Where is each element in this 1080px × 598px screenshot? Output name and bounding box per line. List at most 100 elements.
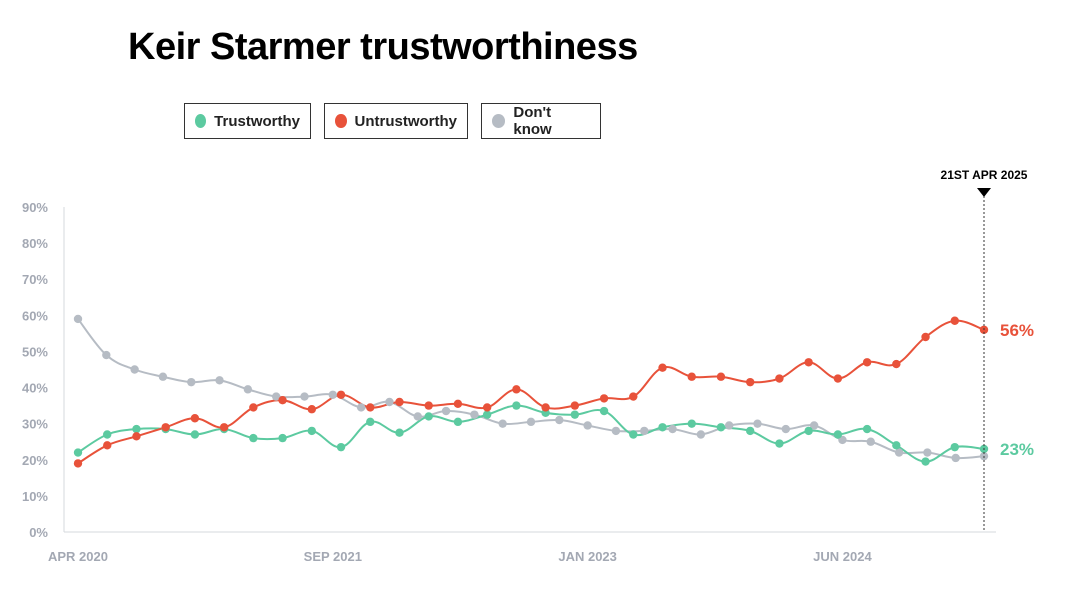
series-line-trustworthy xyxy=(77,404,985,463)
axes: 0% 10% 20% 30% 40% 50% 60% 70% 80% 90% APR 2020 SEP… xyxy=(22,200,996,564)
data-point-don-t-know xyxy=(271,392,281,401)
data-point-don-t-know xyxy=(187,377,196,387)
y-tick-label: 0% xyxy=(29,525,48,540)
y-tick-label: 70% xyxy=(22,272,48,287)
legend-swatch-dont-know xyxy=(492,114,506,128)
data-point-untrustworthy xyxy=(629,392,638,401)
data-point-don-t-know xyxy=(583,421,592,430)
data-point-don-t-know xyxy=(611,426,621,436)
data-point-untrustworthy xyxy=(132,432,141,441)
data-point-don-t-know xyxy=(724,421,734,430)
data-point-don-t-know xyxy=(470,410,479,419)
data-point-don-t-know xyxy=(498,419,507,428)
data-point-don-t-know xyxy=(243,385,253,394)
data-point-trustworthy xyxy=(453,417,463,427)
data-point-trustworthy xyxy=(950,442,959,452)
data-point-trustworthy xyxy=(73,448,83,457)
legend-label-untrustworthy: Untrustworthy xyxy=(354,112,458,130)
legend-item-trustworthy[interactable]: Trustworthy xyxy=(184,103,311,139)
data-point-trustworthy xyxy=(482,410,492,419)
data-point-don-t-know xyxy=(130,365,139,374)
data-point-untrustworthy xyxy=(833,374,843,383)
y-tick-label: 50% xyxy=(22,344,48,359)
data-point-untrustworthy xyxy=(395,397,404,407)
data-point-trustworthy xyxy=(307,426,317,436)
data-point-trustworthy xyxy=(833,430,843,439)
legend-label-dont-know: Don't know xyxy=(513,104,552,138)
data-point-untrustworthy xyxy=(278,395,287,405)
data-point-untrustworthy xyxy=(219,423,229,432)
data-point-untrustworthy xyxy=(775,374,784,383)
series-lines xyxy=(77,318,985,465)
data-point-don-t-know xyxy=(781,424,791,434)
legend: Trustworthy Untrustworthy Don't know xyxy=(0,103,1080,141)
data-point-don-t-know xyxy=(73,314,83,324)
data-point-untrustworthy xyxy=(804,358,813,367)
legend-swatch-untrustworthy xyxy=(335,114,347,128)
data-point-trustworthy xyxy=(892,441,901,450)
data-point-don-t-know xyxy=(951,453,960,463)
data-point-trustworthy xyxy=(921,457,930,466)
data-point-don-t-know xyxy=(696,430,706,439)
y-tick-label: 40% xyxy=(22,381,48,396)
data-point-don-t-know xyxy=(385,397,394,407)
y-tick-label: 20% xyxy=(22,453,48,468)
data-point-trustworthy xyxy=(336,442,346,452)
data-point-trustworthy xyxy=(862,424,872,434)
data-point-untrustworthy xyxy=(249,403,258,412)
data-point-trustworthy xyxy=(512,401,521,410)
data-point-untrustworthy xyxy=(892,359,901,369)
data-point-trustworthy xyxy=(249,433,258,443)
legend-item-dont-know[interactable]: Don't know xyxy=(481,103,601,139)
data-point-trustworthy xyxy=(745,426,755,436)
data-point-trustworthy xyxy=(366,417,375,427)
end-label-untrustworthy: 56% xyxy=(1000,321,1034,340)
data-point-don-t-know xyxy=(328,390,338,399)
series-points xyxy=(73,314,989,468)
data-point-untrustworthy xyxy=(366,403,375,412)
data-point-trustworthy xyxy=(687,419,696,428)
data-point-don-t-know xyxy=(215,376,224,385)
x-tick-label: SEP 2021 xyxy=(304,549,362,564)
data-point-untrustworthy xyxy=(307,405,317,414)
annotations: 21ST APR 2025 56% 23% xyxy=(941,168,1034,532)
data-point-don-t-know xyxy=(809,421,819,430)
data-point-trustworthy xyxy=(570,410,580,419)
y-tick-label: 10% xyxy=(22,489,48,504)
data-point-trustworthy xyxy=(775,439,784,448)
data-point-untrustworthy xyxy=(482,403,492,412)
legend-label-trustworthy: Trustworthy xyxy=(214,112,300,130)
data-point-don-t-know xyxy=(555,415,564,425)
legend-item-untrustworthy[interactable]: Untrustworthy xyxy=(324,103,468,139)
data-point-untrustworthy xyxy=(512,385,521,394)
y-tick-label: 30% xyxy=(22,417,48,432)
data-point-untrustworthy xyxy=(161,423,170,432)
data-point-don-t-know xyxy=(668,424,677,434)
data-point-don-t-know xyxy=(923,448,932,457)
data-point-trustworthy xyxy=(103,430,112,439)
data-point-untrustworthy xyxy=(336,390,346,399)
data-point-don-t-know xyxy=(158,372,168,381)
data-point-trustworthy xyxy=(804,426,813,436)
data-point-untrustworthy xyxy=(424,401,433,410)
y-tick-label: 90% xyxy=(22,200,48,215)
data-point-untrustworthy xyxy=(921,332,930,342)
data-point-trustworthy xyxy=(658,423,667,432)
data-point-untrustworthy xyxy=(599,394,609,403)
date-marker-arrow xyxy=(977,188,991,197)
x-tick-label: JAN 2023 xyxy=(558,549,617,564)
data-point-untrustworthy xyxy=(950,316,959,325)
data-point-untrustworthy xyxy=(73,459,83,468)
data-point-untrustworthy xyxy=(716,372,726,381)
data-point-trustworthy xyxy=(629,430,638,439)
data-point-untrustworthy xyxy=(541,403,550,412)
data-point-untrustworthy xyxy=(190,414,200,423)
data-point-don-t-know xyxy=(102,350,111,360)
y-tick-label: 60% xyxy=(22,308,48,323)
data-point-don-t-know xyxy=(894,448,904,457)
series-line-untrustworthy xyxy=(77,319,985,465)
data-point-trustworthy xyxy=(132,424,141,434)
chart-title: Keir Starmer trustworthiness xyxy=(128,26,638,68)
y-tick-label: 80% xyxy=(22,236,48,251)
